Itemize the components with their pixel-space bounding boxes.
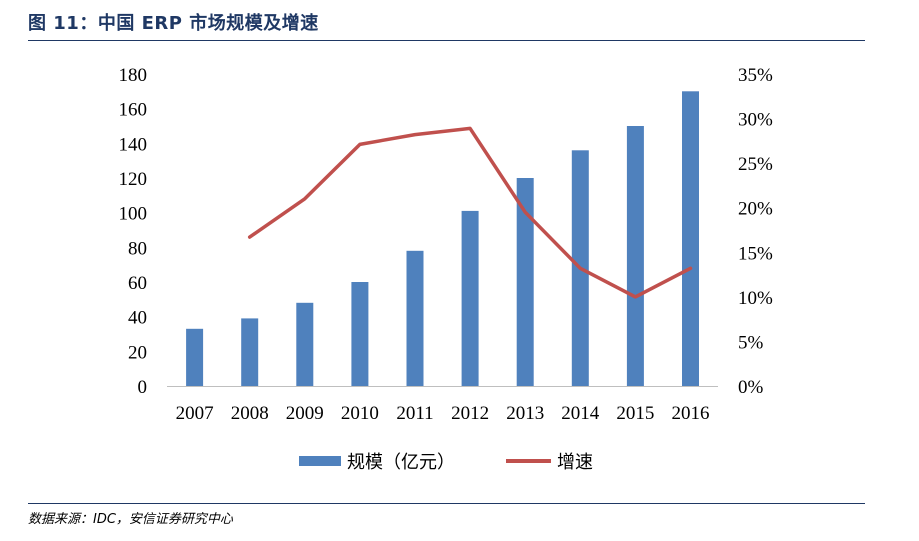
source-note: 数据来源：IDC，安信证券研究中心 [28,512,233,527]
x-tick-label: 2015 [616,403,654,424]
x-tick-label: 2014 [561,403,600,424]
legend-bar-label: 规模（亿元） [347,452,455,472]
x-tick-label: 2008 [231,403,269,424]
bar-2012 [461,210,479,386]
y-right-tick-label: 35% [738,65,773,86]
growth-line [247,126,693,299]
y-left-tick-label: 100 [119,204,148,225]
legend-line-label: 增速 [557,452,593,472]
line-layer [247,126,693,299]
y-right-tick-label: 20% [738,199,773,220]
x-tick-label: 2012 [451,403,489,424]
x-tick-label: 2007 [176,403,214,424]
x-tick-label: 2009 [286,403,324,424]
bars-layer [186,91,699,387]
x-tick-label: 2016 [672,403,710,424]
title-underline [28,40,865,41]
y-right-tick-label: 0% [738,377,764,398]
y-left-tick-label: 40 [128,308,147,329]
legend-bar-swatch [299,456,341,466]
axes-layer: 0 20 40 60 80 100 120 140 160 180 0% 5% 10% 15% 20% 25%… [119,65,774,424]
bar-2007 [186,328,204,386]
bar-2011 [406,250,424,386]
y-left-tick-label: 140 [119,134,148,155]
x-tick-label: 2010 [341,403,379,424]
y-left-tick-label: 20 [128,342,147,363]
bar-2008 [241,318,259,386]
figure-title: 图 11：中国 ERP 市场规模及增速 [28,13,319,34]
y-left-tick-label: 160 [119,100,148,121]
y-right-tick-label: 30% [738,110,773,131]
legend: 规模（亿元） 增速 [299,452,593,472]
y-right-tick-label: 25% [738,154,773,175]
bar-2009 [296,302,314,386]
x-tick-label: 2013 [506,403,544,424]
y-left-tick-label: 180 [119,65,148,86]
bar-2013 [516,178,534,386]
y-right-tick-label: 15% [738,243,773,264]
bar-2016 [682,91,699,387]
bar-2015 [626,126,644,386]
y-left-tick-label: 0 [138,377,148,398]
y-left-tick-label: 80 [128,238,147,259]
bar-2010 [351,282,369,386]
y-left-tick-label: 60 [128,273,147,294]
x-tick-label: 2011 [396,403,433,424]
y-right-tick-label: 10% [738,288,773,309]
source-rule [28,503,865,504]
y-left-tick-label: 120 [119,169,148,190]
y-right-tick-label: 5% [738,332,764,353]
